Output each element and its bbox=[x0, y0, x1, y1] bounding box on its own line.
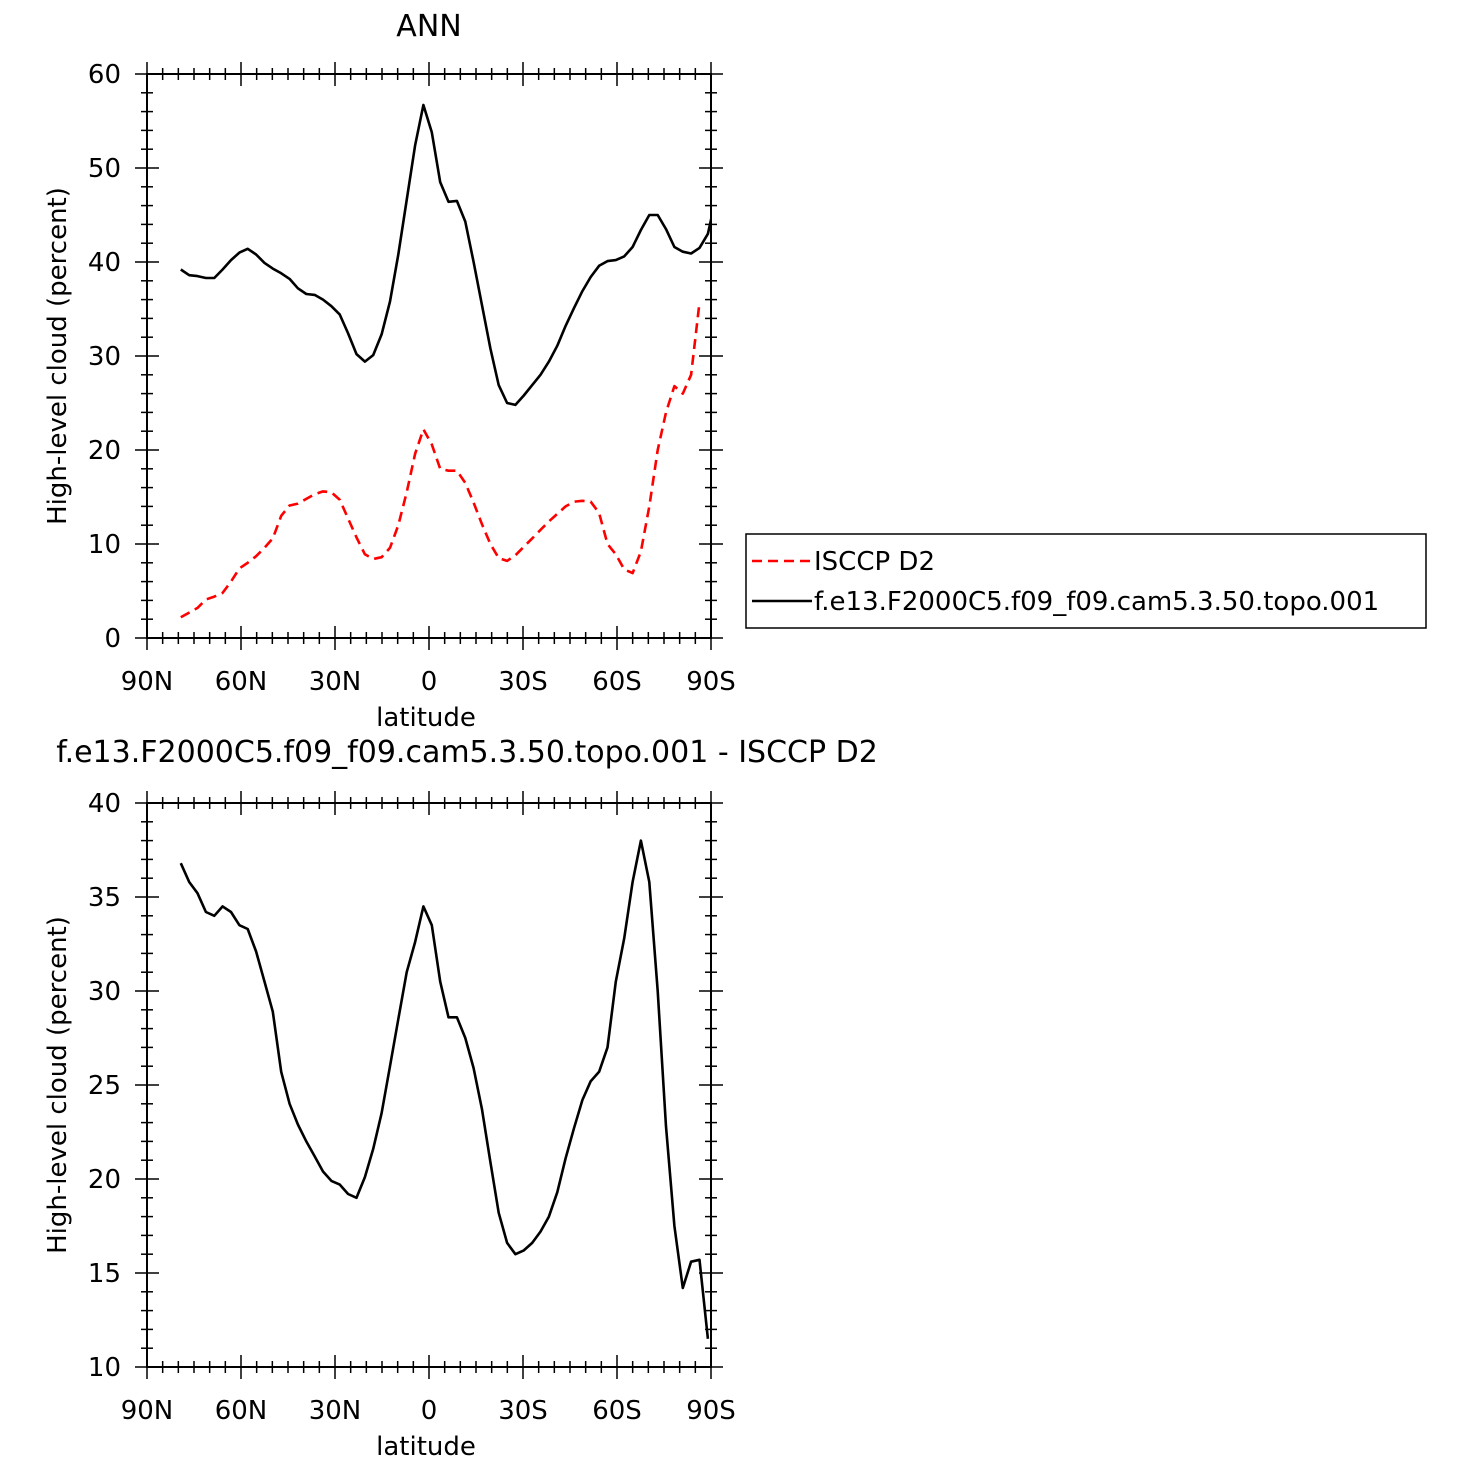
x-tick-label: 60S bbox=[592, 1396, 642, 1426]
x-tick-label: 90S bbox=[686, 1396, 736, 1426]
x-tick-label: 60S bbox=[592, 667, 642, 697]
y-tick-label: 10 bbox=[88, 530, 121, 560]
x-tick-label: 60N bbox=[215, 1396, 268, 1426]
x-tick-label: 30N bbox=[309, 1396, 362, 1426]
difference-panel: f.e13.F2000C5.f09_f09.cam5.3.50.topo.001… bbox=[43, 735, 878, 1462]
x-tick-label: 0 bbox=[421, 1396, 438, 1426]
series-line-0 bbox=[179, 839, 710, 1339]
series-group bbox=[179, 839, 710, 1339]
series-line-1 bbox=[180, 103, 711, 407]
chart-title: f.e13.F2000C5.f09_f09.cam5.3.50.topo.001… bbox=[56, 735, 878, 770]
top-panel: ANN 90N 60N 30N 0 30S 60S 90S 0 10 20 30 40 50 60 latit… bbox=[43, 9, 736, 733]
y-tick-label: 20 bbox=[88, 436, 121, 466]
plot-frame bbox=[146, 73, 712, 639]
x-tick-label: 30S bbox=[498, 667, 548, 697]
legend-entry-0: ISCCP D2 bbox=[814, 547, 935, 577]
x-axis-label: latitude bbox=[376, 1432, 476, 1462]
x-tick-label: 90N bbox=[121, 667, 174, 697]
x-tick-label: 60N bbox=[215, 667, 268, 697]
y-tick-label: 20 bbox=[88, 1165, 121, 1195]
x-tick-label: 90S bbox=[686, 667, 736, 697]
legend-box bbox=[745, 533, 1427, 629]
y-tick-label: 10 bbox=[88, 1353, 121, 1383]
chart-title: ANN bbox=[396, 9, 461, 44]
y-axis-label: High-level cloud (percent) bbox=[43, 187, 73, 525]
y-axis-label: High-level cloud (percent) bbox=[43, 916, 73, 1254]
y-tick-label: 30 bbox=[88, 342, 121, 372]
y-tick-label: 25 bbox=[88, 1071, 121, 1101]
y-tick-label: 30 bbox=[88, 977, 121, 1007]
series-line-0 bbox=[180, 302, 701, 619]
y-tick-label: 40 bbox=[88, 789, 121, 819]
legend-entry-1: f.e13.F2000C5.f09_f09.cam5.3.50.topo.001 bbox=[814, 587, 1379, 617]
y-tick-label: 15 bbox=[88, 1259, 121, 1289]
x-axis-label: latitude bbox=[376, 703, 476, 733]
plot-frame bbox=[146, 802, 712, 1368]
y-tick-label: 40 bbox=[88, 248, 121, 278]
legend: ISCCP D2 f.e13.F2000C5.f09_f09.cam5.3.50.… bbox=[745, 533, 1427, 629]
y-tick-label: 50 bbox=[88, 154, 121, 184]
x-tick-label: 30N bbox=[309, 667, 362, 697]
y-tick-label: 35 bbox=[88, 883, 121, 913]
x-tick-label: 30S bbox=[498, 1396, 548, 1426]
x-tick-label: 90N bbox=[121, 1396, 174, 1426]
y-tick-label: 60 bbox=[88, 60, 121, 90]
series-group bbox=[180, 103, 711, 619]
x-tick-label: 0 bbox=[421, 667, 438, 697]
y-tick-label: 0 bbox=[104, 624, 121, 654]
